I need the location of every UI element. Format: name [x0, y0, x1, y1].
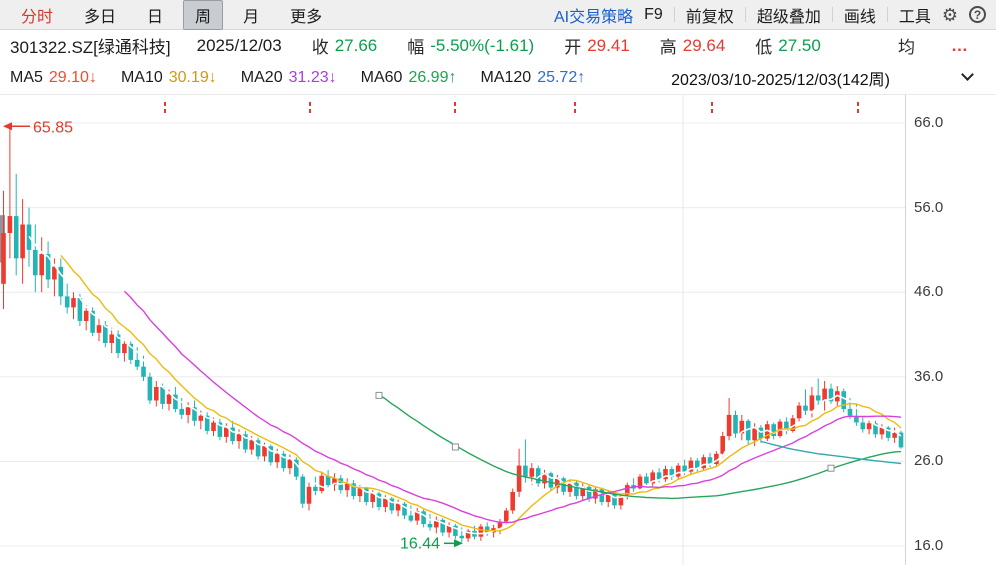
stock-symbol: 301322.SZ[绿通科技]	[10, 38, 171, 57]
high-annotation: 65.85	[33, 119, 73, 136]
tab-multiday[interactable]: 多日	[84, 8, 117, 26]
candlestick-chart[interactable]: 65.85 16.44	[0, 95, 905, 565]
tab-daily[interactable]: 日	[147, 8, 164, 26]
low-arrowhead	[454, 539, 463, 548]
ma20-label: MA20	[240, 68, 283, 86]
ma5-field: MA5 29.10↓	[10, 69, 97, 87]
close-value: 27.66	[334, 35, 378, 55]
ma60-field: MA60 26.99↑	[361, 69, 457, 87]
change-label: 幅	[407, 38, 425, 57]
y-axis-label: 36.0	[914, 368, 944, 385]
y-axis-label: 16.0	[914, 537, 944, 554]
open-field: 开 29.41	[564, 33, 630, 58]
chart-area: 65.85 16.44 66.0 56.0 46.0 36.0 26.0 16.0	[0, 94, 996, 565]
low-label: 低	[755, 38, 773, 57]
ma60-value: 26.99↑	[408, 68, 457, 86]
toolbar-separator	[744, 7, 746, 22]
ma120-field: MA120 25.72↑	[480, 69, 585, 87]
toolbar-right: AI交易策略 F9 前复权 超级叠加 画线 工具 ⚙ ?	[554, 3, 986, 27]
y-axis-label: 46.0	[914, 283, 944, 300]
ma5-label: MA5	[10, 68, 43, 86]
ma-indicator-bar: MA5 29.10↓ MA10 30.19↓ MA20 31.23↓ MA60 …	[0, 61, 996, 94]
settings-gear-icon[interactable]: ⚙	[941, 4, 958, 25]
ma10-label: MA10	[120, 68, 163, 86]
y-axis[interactable]: 66.0 56.0 46.0 36.0 26.0 16.0	[905, 95, 996, 565]
avg-field: 均 …	[898, 33, 986, 58]
tab-weekly[interactable]: 周	[183, 0, 224, 30]
help-icon[interactable]: ?	[969, 6, 986, 23]
toolbar-separator	[673, 7, 675, 22]
ma10-field: MA10 30.19↓	[121, 69, 217, 87]
line-marker	[451, 443, 459, 451]
quote-bar: 301322.SZ[绿通科技] 2025/12/03 收 27.66 幅 -5.…	[0, 30, 996, 61]
toolbar: 分时 多日 日 周 月 更多 AI交易策略 F9 前复权 超级叠加 画线 工具 …	[0, 0, 996, 30]
avg-value-ellipsis: …	[951, 35, 970, 55]
ma-line-20	[123, 290, 902, 524]
change-field: 幅 -5.50%(-1.61)	[407, 33, 534, 58]
toolbar-separator	[886, 7, 888, 22]
avg-label: 均	[898, 38, 915, 57]
ma120-label: MA120	[480, 68, 532, 86]
low-field: 低 27.50	[755, 33, 821, 58]
ma60-label: MA60	[360, 68, 403, 86]
tab-monthly[interactable]: 月	[243, 8, 260, 26]
date-range-label: 2023/03/10-2025/12/03(142周)	[671, 71, 890, 89]
close-label: 收	[311, 38, 329, 57]
super-overlay-button[interactable]: 超级叠加	[756, 8, 821, 26]
ma-line-5	[28, 235, 902, 535]
open-value: 29.41	[587, 35, 630, 55]
draw-line-button[interactable]: 画线	[843, 8, 876, 26]
y-axis-label: 26.0	[914, 452, 944, 469]
close-field: 收 27.66	[312, 33, 378, 58]
line-marker	[375, 391, 383, 399]
ma-line-60	[378, 393, 902, 500]
ma-line-10	[60, 254, 902, 532]
high-label: 高	[659, 38, 677, 57]
quote-date: 2025/12/03	[196, 35, 282, 55]
low-value: 27.50	[778, 35, 821, 55]
ma20-field: MA20 31.23↓	[241, 69, 337, 87]
period-tabs: 分时 多日 日 周 月 更多	[10, 0, 342, 30]
tools-button[interactable]: 工具	[898, 8, 931, 26]
forward-adjust-button[interactable]: 前复权	[685, 8, 734, 26]
line-marker	[827, 464, 835, 472]
low-annotation: 16.44	[400, 535, 440, 552]
ma10-value: 30.19↓	[168, 68, 217, 86]
high-value: 29.64	[682, 35, 726, 55]
high-field: 高 29.64	[660, 33, 726, 58]
f9-shortcut-label[interactable]: F9	[644, 5, 663, 23]
ma5-value: 29.10↓	[48, 68, 97, 86]
change-value: -5.50%(-1.61)	[430, 35, 535, 55]
tab-minute[interactable]: 分时	[21, 8, 54, 26]
ma-line-120	[760, 440, 902, 465]
y-axis-label: 66.0	[914, 114, 944, 131]
chevron-down-icon[interactable]	[961, 68, 974, 81]
tab-more[interactable]: 更多	[290, 8, 323, 26]
high-arrowhead	[3, 122, 12, 131]
open-label: 开	[564, 38, 582, 57]
ma120-value: 25.72↑	[537, 68, 586, 86]
ai-strategy-button[interactable]: AI交易策略	[554, 8, 634, 26]
ma20-value: 31.23↓	[288, 68, 337, 86]
toolbar-separator	[831, 7, 833, 22]
y-axis-label: 56.0	[914, 199, 944, 216]
